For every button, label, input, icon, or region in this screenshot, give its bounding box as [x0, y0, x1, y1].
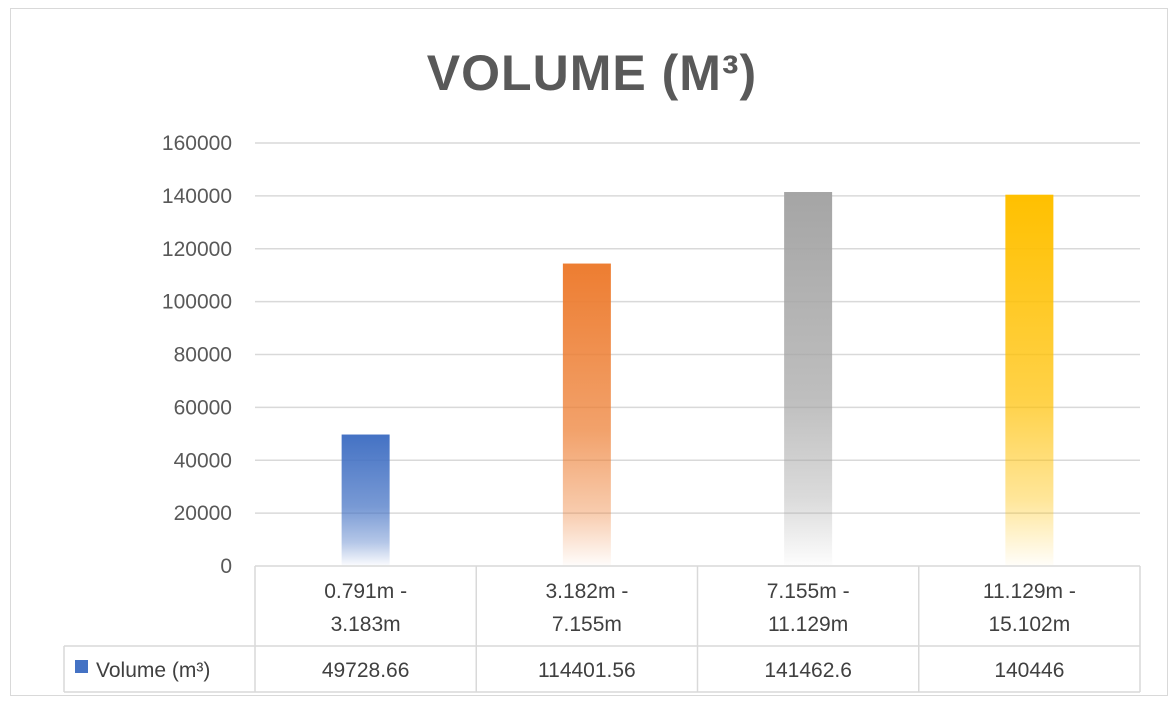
y-tick-label: 160000 [162, 132, 232, 155]
bar [562, 263, 611, 566]
bar [1005, 194, 1054, 566]
y-tick-label: 120000 [162, 238, 232, 261]
category-label: 0.791m - [324, 580, 407, 603]
bars [341, 192, 1054, 567]
y-tick-label: 80000 [174, 344, 232, 367]
category-label: 7.155m - [767, 580, 850, 603]
bar [341, 434, 390, 566]
y-tick-label: 100000 [162, 291, 232, 314]
category-label: 7.155m [552, 613, 622, 636]
category-label: 11.129m - [983, 580, 1076, 603]
series-name: Volume (m³) [96, 659, 210, 682]
category-label: 3.182m - [545, 580, 628, 603]
y-tick-label: 20000 [174, 502, 232, 525]
data-label: 140446 [994, 659, 1064, 682]
y-tick-label: 0 [220, 555, 232, 578]
data-label: 114401.56 [538, 659, 636, 682]
gridlines [255, 142, 1140, 514]
category-label: 11.129m [768, 613, 848, 636]
category-label: 15.102m [989, 613, 1071, 636]
data-label: 141462.6 [764, 659, 852, 682]
y-axis-ticks: 0 20000 40000 60000 80000 100000 120000 140000 1… [162, 132, 232, 578]
y-tick-label: 140000 [162, 185, 232, 208]
legend-key [75, 660, 88, 673]
category-label: 3.183m [331, 613, 401, 636]
chart-title: VOLUME (M³) [427, 45, 757, 101]
bar [784, 192, 833, 567]
data-label: 49728.66 [322, 659, 410, 682]
y-tick-label: 40000 [174, 449, 232, 472]
data-table: 0.791m - 3.183m 3.182m - 7.155m 7.155m - 11.1… [63, 565, 1141, 693]
y-tick-label: 60000 [174, 396, 232, 419]
